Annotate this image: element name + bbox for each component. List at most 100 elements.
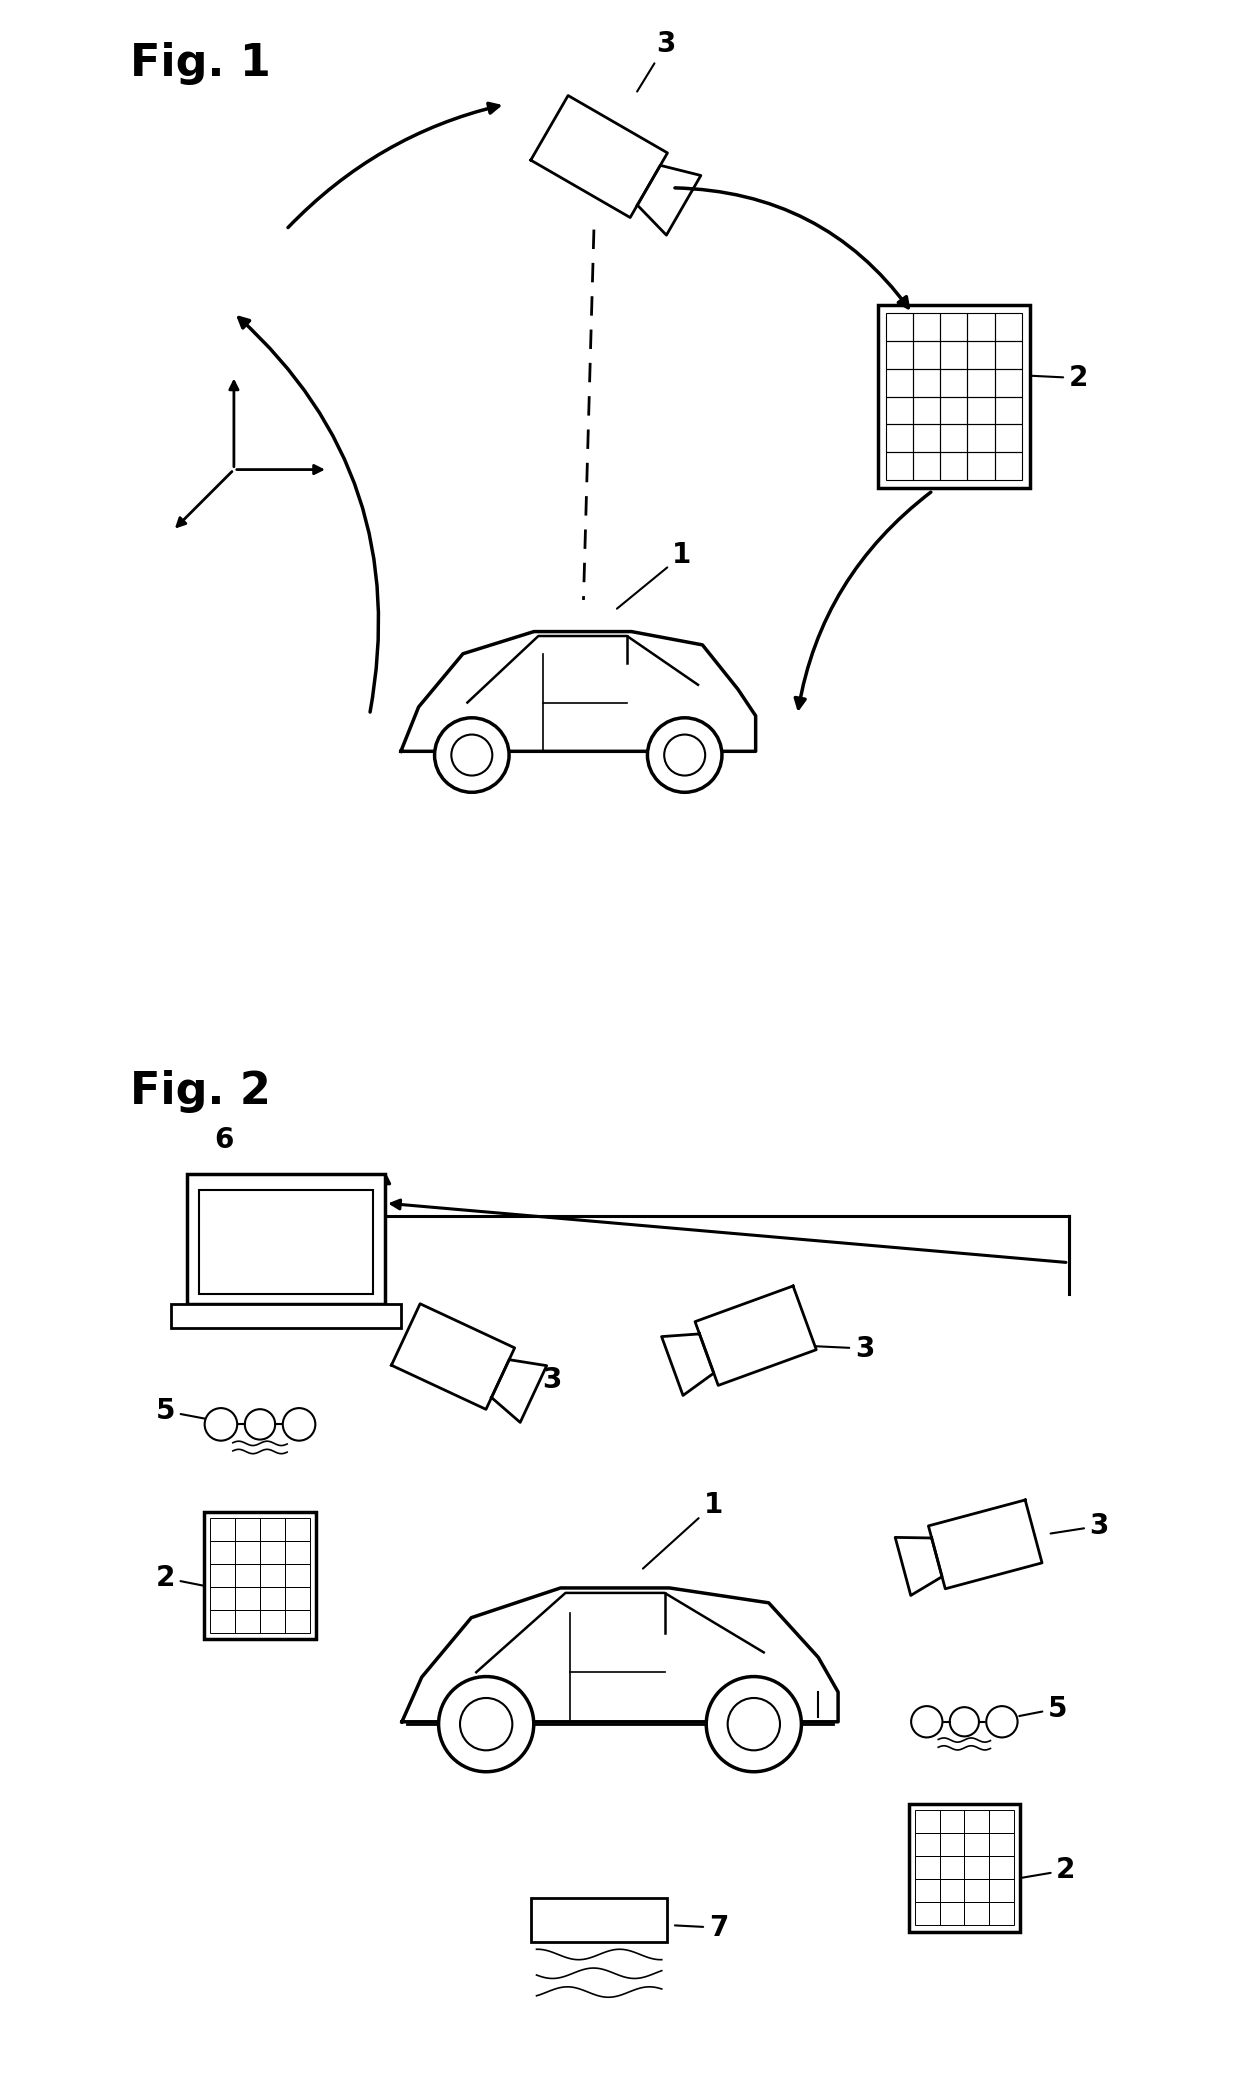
Bar bbox=[531, 1899, 667, 1941]
Circle shape bbox=[460, 1699, 512, 1751]
Bar bbox=[211, 1540, 236, 1565]
Circle shape bbox=[451, 735, 492, 776]
Text: 3: 3 bbox=[1050, 1511, 1109, 1540]
Polygon shape bbox=[402, 1588, 838, 1722]
Bar bbox=[205, 1511, 316, 1638]
Bar bbox=[211, 1611, 236, 1632]
Bar bbox=[990, 1857, 1014, 1878]
Bar bbox=[940, 1809, 965, 1832]
Bar bbox=[211, 1586, 236, 1611]
Bar bbox=[285, 1565, 310, 1586]
Bar bbox=[913, 340, 940, 369]
Bar bbox=[940, 397, 967, 424]
Text: 2: 2 bbox=[1022, 1855, 1075, 1885]
Circle shape bbox=[911, 1707, 942, 1736]
Bar bbox=[171, 1304, 401, 1327]
Bar bbox=[913, 397, 940, 424]
Bar bbox=[913, 453, 940, 480]
Bar bbox=[236, 1565, 260, 1586]
Text: 1: 1 bbox=[618, 541, 692, 609]
Bar bbox=[285, 1586, 310, 1611]
Text: 5: 5 bbox=[156, 1396, 205, 1425]
Bar bbox=[967, 369, 994, 397]
Bar bbox=[915, 1857, 940, 1878]
Text: 3: 3 bbox=[502, 1365, 562, 1394]
Circle shape bbox=[986, 1707, 1018, 1736]
Bar bbox=[940, 424, 967, 453]
Bar bbox=[878, 305, 1030, 488]
Bar bbox=[940, 1832, 965, 1857]
Text: 7: 7 bbox=[675, 1914, 728, 1941]
Circle shape bbox=[434, 718, 510, 793]
Bar bbox=[198, 1190, 373, 1294]
Bar bbox=[967, 313, 994, 340]
Polygon shape bbox=[531, 96, 667, 217]
Circle shape bbox=[283, 1409, 315, 1440]
Bar bbox=[260, 1611, 285, 1632]
Text: 2: 2 bbox=[1032, 363, 1087, 392]
Bar bbox=[887, 453, 913, 480]
Bar bbox=[940, 340, 967, 369]
Text: Fig. 2: Fig. 2 bbox=[129, 1069, 270, 1112]
Bar bbox=[990, 1809, 1014, 1832]
Bar bbox=[211, 1517, 236, 1540]
Bar bbox=[967, 453, 994, 480]
Bar bbox=[967, 397, 994, 424]
Text: 6: 6 bbox=[213, 1125, 233, 1154]
Bar bbox=[887, 369, 913, 397]
Circle shape bbox=[205, 1409, 237, 1440]
Bar bbox=[285, 1540, 310, 1565]
Bar bbox=[965, 1809, 990, 1832]
Bar bbox=[940, 1903, 965, 1924]
Bar bbox=[940, 313, 967, 340]
Bar bbox=[965, 1903, 990, 1924]
Polygon shape bbox=[696, 1286, 816, 1386]
Bar bbox=[967, 424, 994, 453]
Circle shape bbox=[647, 718, 722, 793]
Bar bbox=[260, 1517, 285, 1540]
Bar bbox=[994, 340, 1022, 369]
Polygon shape bbox=[662, 1334, 714, 1396]
Bar bbox=[236, 1611, 260, 1632]
Bar bbox=[887, 424, 913, 453]
Bar bbox=[211, 1565, 236, 1586]
Polygon shape bbox=[392, 1304, 515, 1409]
Bar bbox=[965, 1878, 990, 1903]
Bar bbox=[915, 1878, 940, 1903]
Bar bbox=[994, 397, 1022, 424]
Bar bbox=[915, 1809, 940, 1832]
Polygon shape bbox=[491, 1361, 547, 1423]
Bar bbox=[990, 1832, 1014, 1857]
Bar bbox=[990, 1903, 1014, 1924]
Polygon shape bbox=[895, 1538, 942, 1594]
Polygon shape bbox=[929, 1501, 1042, 1588]
Polygon shape bbox=[401, 632, 755, 751]
Bar bbox=[940, 453, 967, 480]
Bar bbox=[994, 313, 1022, 340]
Bar bbox=[887, 340, 913, 369]
Circle shape bbox=[950, 1707, 978, 1736]
Bar bbox=[965, 1832, 990, 1857]
Circle shape bbox=[707, 1676, 801, 1772]
Text: 5: 5 bbox=[1019, 1695, 1068, 1722]
Bar bbox=[260, 1565, 285, 1586]
Bar bbox=[187, 1173, 386, 1304]
Circle shape bbox=[728, 1699, 780, 1751]
Bar bbox=[915, 1903, 940, 1924]
Circle shape bbox=[439, 1676, 533, 1772]
Circle shape bbox=[665, 735, 706, 776]
Bar bbox=[260, 1540, 285, 1565]
Polygon shape bbox=[637, 165, 701, 236]
Text: 3: 3 bbox=[637, 29, 676, 92]
Bar bbox=[940, 369, 967, 397]
Bar bbox=[913, 313, 940, 340]
Bar bbox=[913, 369, 940, 397]
Bar bbox=[967, 340, 994, 369]
Bar bbox=[994, 424, 1022, 453]
Bar bbox=[915, 1832, 940, 1857]
Bar bbox=[994, 453, 1022, 480]
Text: Fig. 1: Fig. 1 bbox=[129, 42, 270, 86]
Bar bbox=[236, 1517, 260, 1540]
Bar bbox=[940, 1878, 965, 1903]
Bar bbox=[887, 397, 913, 424]
